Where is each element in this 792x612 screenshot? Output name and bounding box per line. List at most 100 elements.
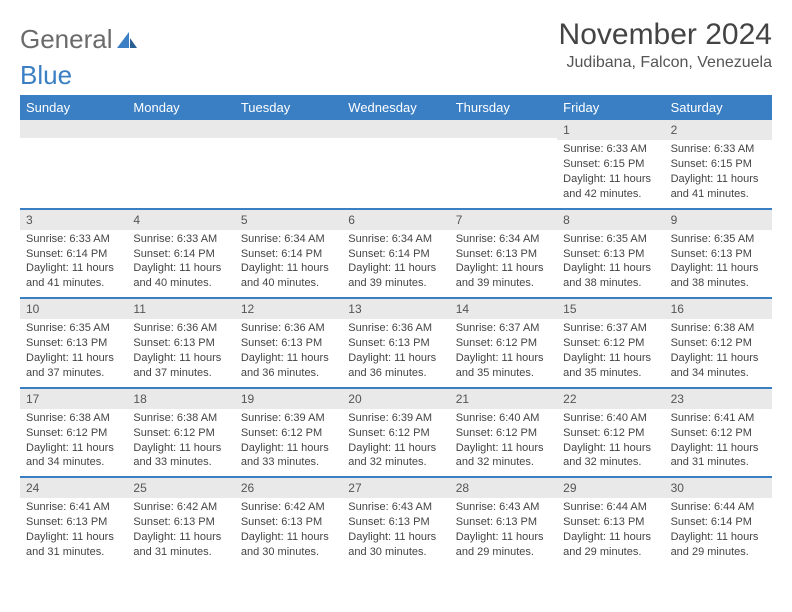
day-cell: 1 Sunrise: 6:33 AMSunset: 6:15 PMDaylight… xyxy=(557,120,664,208)
daylight-text: Daylight: 11 hours and 38 minutes. xyxy=(563,261,658,291)
calendar: Sunday Monday Tuesday Wednesday Thursday… xyxy=(20,95,772,566)
daylight-text: Daylight: 11 hours and 38 minutes. xyxy=(671,261,766,291)
day-cell: 14Sunrise: 6:37 AMSunset: 6:12 PMDayligh… xyxy=(450,299,557,387)
daylight-text: Daylight: 11 hours and 41 minutes. xyxy=(26,261,121,291)
day-cell: 17Sunrise: 6:38 AMSunset: 6:12 PMDayligh… xyxy=(20,389,127,477)
day-body: Sunrise: 6:37 AMSunset: 6:12 PMDaylight:… xyxy=(450,319,557,386)
sunrise-text: Sunrise: 6:35 AM xyxy=(26,321,121,336)
day-body: Sunrise: 6:38 AMSunset: 6:12 PMDaylight:… xyxy=(127,409,234,476)
sunset-text: Sunset: 6:13 PM xyxy=(563,515,658,530)
sunrise-text: Sunrise: 6:33 AM xyxy=(563,142,658,157)
day-cell: 22Sunrise: 6:40 AMSunset: 6:12 PMDayligh… xyxy=(557,389,664,477)
month-title: November 2024 xyxy=(559,18,772,52)
sunset-text: Sunset: 6:14 PM xyxy=(348,247,443,262)
sunrise-text: Sunrise: 6:34 AM xyxy=(456,232,551,247)
sunset-text: Sunset: 6:12 PM xyxy=(26,426,121,441)
day-cell xyxy=(20,120,127,208)
sunset-text: Sunset: 6:12 PM xyxy=(671,336,766,351)
day-body: Sunrise: 6:38 AMSunset: 6:12 PMDaylight:… xyxy=(665,319,772,386)
day-number: 6 xyxy=(342,210,449,230)
sunrise-text: Sunrise: 6:35 AM xyxy=(671,232,766,247)
week-row: 1Sunrise: 6:33 AMSunset: 6:15 PMDaylight… xyxy=(20,120,772,208)
day-body: Sunrise: 6:41 AMSunset: 6:12 PMDaylight:… xyxy=(665,409,772,476)
day-body: Sunrise: 6:33 AMSunset: 6:14 PMDaylight:… xyxy=(20,230,127,297)
day-body: Sunrise: 6:43 AMSunset: 6:13 PMDaylight:… xyxy=(342,498,449,565)
day-cell: 24Sunrise: 6:41 AMSunset: 6:13 PMDayligh… xyxy=(20,478,127,566)
daylight-text: Daylight: 11 hours and 40 minutes. xyxy=(241,261,336,291)
weekday-header: Saturday xyxy=(665,95,772,120)
sunset-text: Sunset: 6:12 PM xyxy=(133,426,228,441)
sunrise-text: Sunrise: 6:39 AM xyxy=(348,411,443,426)
daylight-text: Daylight: 11 hours and 31 minutes. xyxy=(26,530,121,560)
sunrise-text: Sunrise: 6:42 AM xyxy=(241,500,336,515)
day-cell xyxy=(450,120,557,208)
sunrise-text: Sunrise: 6:41 AM xyxy=(26,500,121,515)
day-cell: 27Sunrise: 6:43 AMSunset: 6:13 PMDayligh… xyxy=(342,478,449,566)
logo-text-1: General xyxy=(20,24,113,55)
sunset-text: Sunset: 6:13 PM xyxy=(456,247,551,262)
sunrise-text: Sunrise: 6:38 AM xyxy=(133,411,228,426)
sunset-text: Sunset: 6:13 PM xyxy=(241,336,336,351)
logo-sail-icon xyxy=(115,30,139,50)
day-cell: 29Sunrise: 6:44 AMSunset: 6:13 PMDayligh… xyxy=(557,478,664,566)
sunset-text: Sunset: 6:12 PM xyxy=(456,336,551,351)
daylight-text: Daylight: 11 hours and 32 minutes. xyxy=(563,441,658,471)
day-number xyxy=(20,120,127,138)
sunset-text: Sunset: 6:15 PM xyxy=(563,157,658,172)
weekday-header-row: Sunday Monday Tuesday Wednesday Thursday… xyxy=(20,95,772,120)
sunrise-text: Sunrise: 6:34 AM xyxy=(241,232,336,247)
day-body: Sunrise: 6:37 AMSunset: 6:12 PMDaylight:… xyxy=(557,319,664,386)
daylight-text: Daylight: 11 hours and 35 minutes. xyxy=(456,351,551,381)
weekday-header: Tuesday xyxy=(235,95,342,120)
weekday-header: Monday xyxy=(127,95,234,120)
day-body: Sunrise: 6:35 AMSunset: 6:13 PMDaylight:… xyxy=(557,230,664,297)
daylight-text: Daylight: 11 hours and 30 minutes. xyxy=(241,530,336,560)
daylight-text: Daylight: 11 hours and 37 minutes. xyxy=(133,351,228,381)
daylight-text: Daylight: 11 hours and 42 minutes. xyxy=(563,172,658,202)
day-number xyxy=(450,120,557,138)
daylight-text: Daylight: 11 hours and 41 minutes. xyxy=(671,172,766,202)
weeks-container: 1Sunrise: 6:33 AMSunset: 6:15 PMDaylight… xyxy=(20,120,772,566)
weekday-header: Friday xyxy=(557,95,664,120)
sunrise-text: Sunrise: 6:33 AM xyxy=(26,232,121,247)
sunset-text: Sunset: 6:14 PM xyxy=(671,515,766,530)
day-cell xyxy=(342,120,449,208)
sunset-text: Sunset: 6:12 PM xyxy=(563,426,658,441)
daylight-text: Daylight: 11 hours and 37 minutes. xyxy=(26,351,121,381)
day-body: Sunrise: 6:40 AMSunset: 6:12 PMDaylight:… xyxy=(450,409,557,476)
day-cell: 3Sunrise: 6:33 AMSunset: 6:14 PMDaylight… xyxy=(20,210,127,298)
day-number: 15 xyxy=(557,299,664,319)
sunset-text: Sunset: 6:12 PM xyxy=(671,426,766,441)
day-body: Sunrise: 6:36 AMSunset: 6:13 PMDaylight:… xyxy=(342,319,449,386)
sunrise-text: Sunrise: 6:41 AM xyxy=(671,411,766,426)
day-cell: 7Sunrise: 6:34 AMSunset: 6:13 PMDaylight… xyxy=(450,210,557,298)
day-body: Sunrise: 6:43 AMSunset: 6:13 PMDaylight:… xyxy=(450,498,557,565)
day-number: 27 xyxy=(342,478,449,498)
sunset-text: Sunset: 6:13 PM xyxy=(133,336,228,351)
sunrise-text: Sunrise: 6:37 AM xyxy=(563,321,658,336)
day-body: Sunrise: 6:35 AMSunset: 6:13 PMDaylight:… xyxy=(20,319,127,386)
day-cell: 20Sunrise: 6:39 AMSunset: 6:12 PMDayligh… xyxy=(342,389,449,477)
day-number: 8 xyxy=(557,210,664,230)
day-number: 17 xyxy=(20,389,127,409)
day-number xyxy=(127,120,234,138)
daylight-text: Daylight: 11 hours and 31 minutes. xyxy=(671,441,766,471)
sunrise-text: Sunrise: 6:40 AM xyxy=(456,411,551,426)
day-number xyxy=(342,120,449,138)
day-cell: 15Sunrise: 6:37 AMSunset: 6:12 PMDayligh… xyxy=(557,299,664,387)
day-body: Sunrise: 6:33 AMSunset: 6:14 PMDaylight:… xyxy=(127,230,234,297)
sunset-text: Sunset: 6:13 PM xyxy=(241,515,336,530)
day-number: 12 xyxy=(235,299,342,319)
day-cell: 2Sunrise: 6:33 AMSunset: 6:15 PMDaylight… xyxy=(665,120,772,208)
day-cell: 16Sunrise: 6:38 AMSunset: 6:12 PMDayligh… xyxy=(665,299,772,387)
day-body: Sunrise: 6:36 AMSunset: 6:13 PMDaylight:… xyxy=(235,319,342,386)
day-number xyxy=(235,120,342,138)
day-number: 10 xyxy=(20,299,127,319)
day-number: 1 xyxy=(557,120,664,140)
day-number: 23 xyxy=(665,389,772,409)
day-body: Sunrise: 6:35 AMSunset: 6:13 PMDaylight:… xyxy=(665,230,772,297)
day-number: 22 xyxy=(557,389,664,409)
daylight-text: Daylight: 11 hours and 29 minutes. xyxy=(671,530,766,560)
sunrise-text: Sunrise: 6:44 AM xyxy=(563,500,658,515)
day-body: Sunrise: 6:34 AMSunset: 6:14 PMDaylight:… xyxy=(342,230,449,297)
